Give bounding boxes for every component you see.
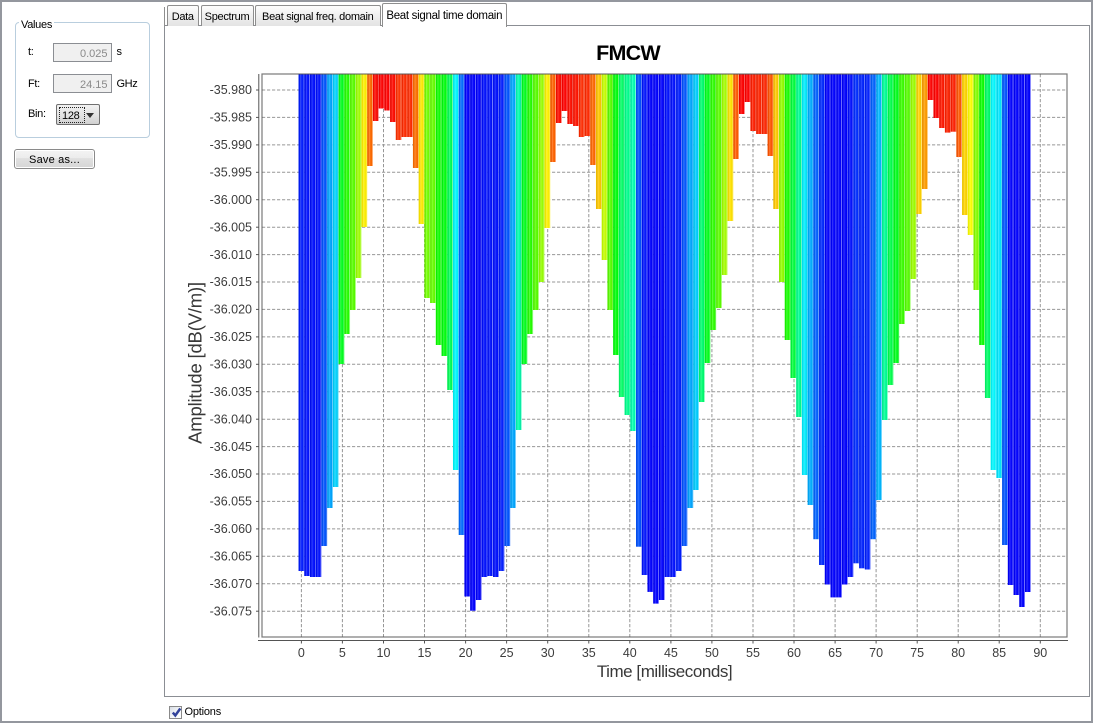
svg-text:-36.035: -36.035 [210,385,252,399]
svg-text:-36.060: -36.060 [210,522,252,536]
svg-text:-36.025: -36.025 [210,330,252,344]
svg-text:-36.065: -36.065 [210,550,252,564]
svg-text:-36.010: -36.010 [210,248,252,262]
svg-text:-36.075: -36.075 [210,604,252,618]
svg-text:-35.980: -35.980 [210,83,252,97]
svg-text:40: 40 [623,646,637,660]
svg-text:Time [milliseconds]: Time [milliseconds] [597,662,732,681]
svg-text:90: 90 [1033,646,1047,660]
svg-text:45: 45 [664,646,678,660]
svg-text:80: 80 [951,646,965,660]
svg-text:85: 85 [992,646,1006,660]
svg-text:-36.020: -36.020 [210,303,252,317]
svg-text:30: 30 [541,646,555,660]
svg-text:-36.030: -36.030 [210,358,252,372]
svg-text:-36.005: -36.005 [210,220,252,234]
svg-text:-35.990: -35.990 [210,138,252,152]
svg-text:35: 35 [582,646,596,660]
svg-text:-36.015: -36.015 [210,275,252,289]
svg-text:70: 70 [869,646,883,660]
svg-text:-36.055: -36.055 [210,495,252,509]
svg-text:-35.985: -35.985 [210,111,252,125]
svg-text:FMCW: FMCW [596,41,661,65]
svg-text:-36.070: -36.070 [210,577,252,591]
svg-text:15: 15 [418,646,432,660]
svg-text:5: 5 [339,646,346,660]
svg-text:75: 75 [910,646,924,660]
svg-text:50: 50 [705,646,719,660]
svg-text:-35.995: -35.995 [210,166,252,180]
svg-text:60: 60 [787,646,801,660]
svg-text:0: 0 [298,646,305,660]
svg-text:55: 55 [746,646,760,660]
svg-text:25: 25 [500,646,514,660]
svg-text:20: 20 [459,646,473,660]
svg-text:-36.040: -36.040 [210,412,252,426]
svg-text:-36.050: -36.050 [210,467,252,481]
svg-text:-36.045: -36.045 [210,440,252,454]
svg-text:10: 10 [377,646,391,660]
svg-text:Amplitude [dB(V/m)]: Amplitude [dB(V/m)] [185,282,206,444]
svg-text:65: 65 [828,646,842,660]
svg-text:-36.000: -36.000 [210,193,252,207]
